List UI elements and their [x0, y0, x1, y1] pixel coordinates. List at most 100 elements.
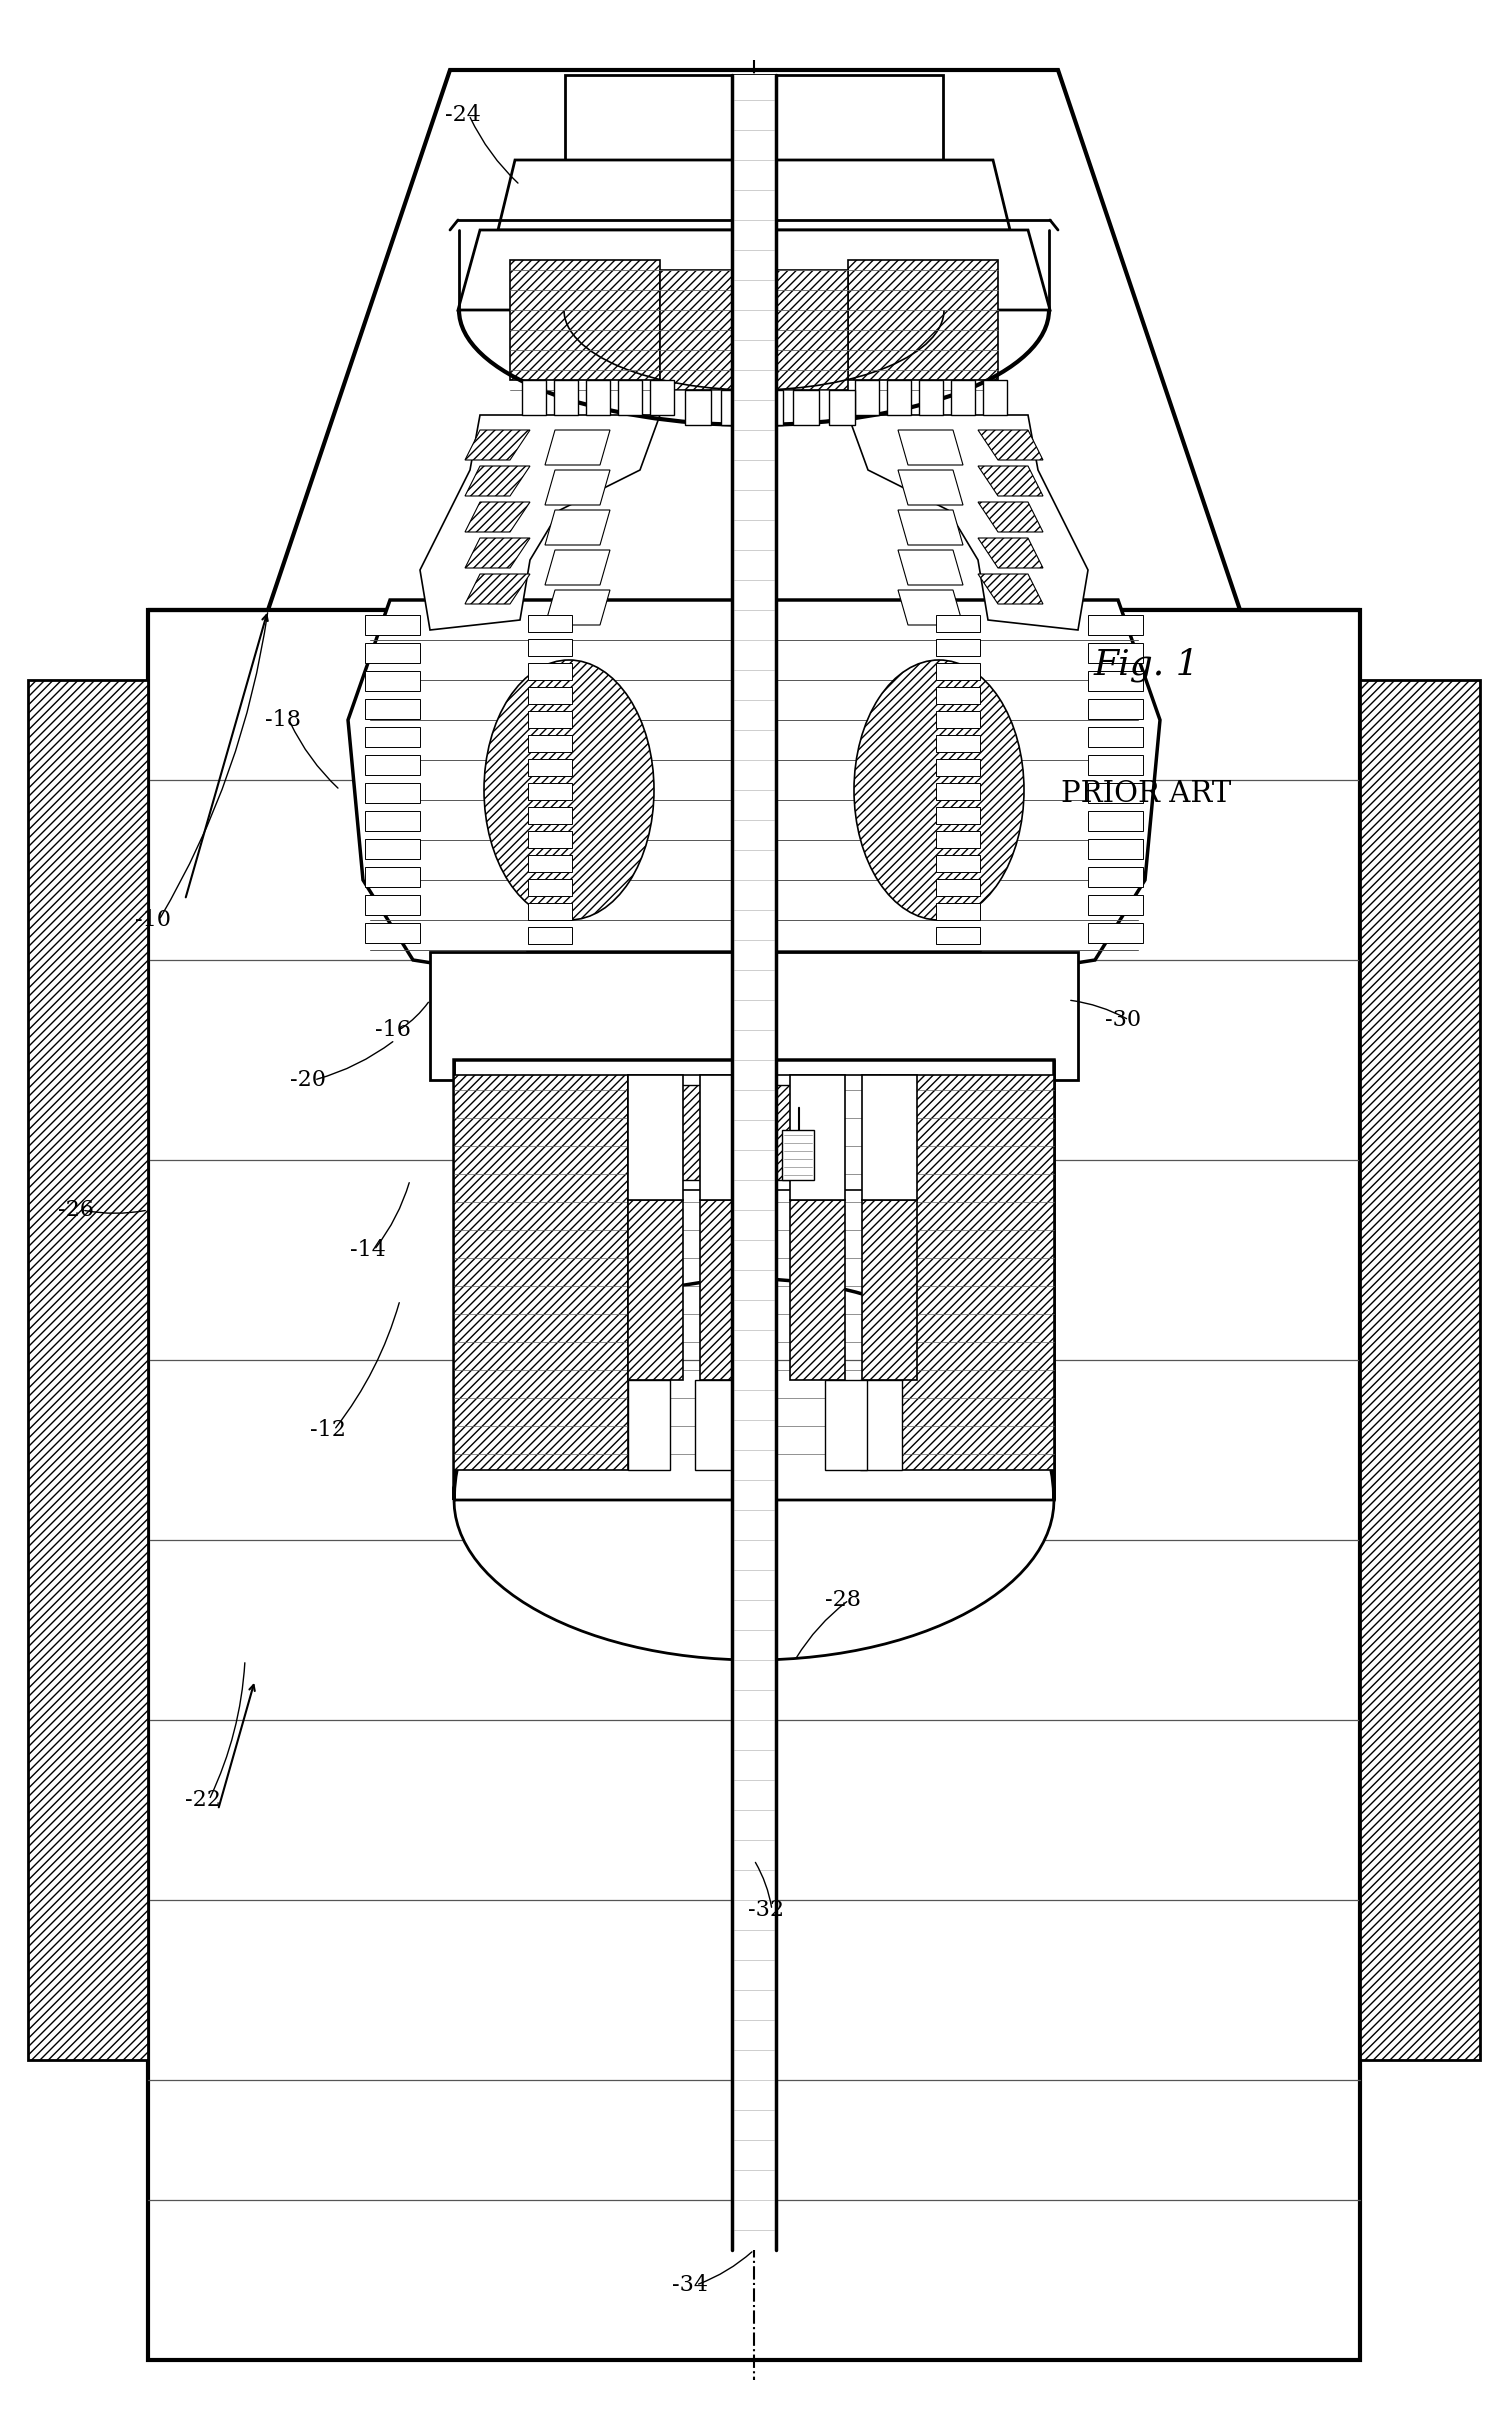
Polygon shape: [627, 1201, 683, 1380]
Polygon shape: [983, 379, 1007, 416]
Polygon shape: [421, 416, 661, 631]
Polygon shape: [979, 575, 1044, 604]
Polygon shape: [700, 1201, 756, 1380]
Polygon shape: [936, 638, 980, 657]
Polygon shape: [979, 466, 1044, 495]
Polygon shape: [454, 1061, 1054, 1500]
Polygon shape: [1087, 838, 1143, 860]
Polygon shape: [29, 679, 148, 2061]
Polygon shape: [1087, 867, 1143, 887]
Polygon shape: [544, 551, 611, 585]
Ellipse shape: [484, 660, 654, 920]
Polygon shape: [1087, 783, 1143, 802]
Polygon shape: [365, 643, 421, 662]
Polygon shape: [952, 379, 976, 416]
Polygon shape: [897, 590, 964, 626]
Polygon shape: [544, 430, 611, 464]
Polygon shape: [721, 389, 746, 425]
Polygon shape: [528, 686, 572, 703]
Polygon shape: [855, 379, 879, 416]
Polygon shape: [627, 1075, 881, 1191]
Polygon shape: [365, 616, 421, 635]
Polygon shape: [510, 261, 661, 379]
Text: -10: -10: [136, 908, 170, 930]
Polygon shape: [936, 831, 980, 848]
Polygon shape: [790, 1201, 844, 1380]
Polygon shape: [430, 952, 1078, 1080]
Polygon shape: [1087, 754, 1143, 776]
Polygon shape: [863, 1201, 917, 1380]
Polygon shape: [528, 904, 572, 920]
Polygon shape: [897, 510, 964, 546]
Polygon shape: [829, 389, 855, 425]
Polygon shape: [936, 759, 980, 776]
Polygon shape: [627, 1075, 683, 1201]
Text: -18: -18: [265, 708, 302, 732]
Polygon shape: [979, 503, 1044, 532]
Polygon shape: [544, 590, 611, 626]
Polygon shape: [936, 855, 980, 872]
Polygon shape: [860, 1380, 902, 1469]
Text: -32: -32: [748, 1899, 784, 1921]
Polygon shape: [365, 812, 421, 831]
Polygon shape: [365, 867, 421, 887]
Polygon shape: [1087, 727, 1143, 747]
Polygon shape: [522, 379, 546, 416]
Polygon shape: [825, 1380, 867, 1469]
Polygon shape: [528, 928, 572, 945]
Polygon shape: [1087, 616, 1143, 635]
Polygon shape: [528, 734, 572, 751]
Polygon shape: [700, 1075, 756, 1201]
Polygon shape: [553, 379, 578, 416]
Text: PRIOR ART: PRIOR ART: [1062, 780, 1231, 809]
Polygon shape: [847, 416, 1087, 631]
Polygon shape: [863, 1075, 917, 1201]
Polygon shape: [936, 662, 980, 679]
Polygon shape: [1087, 923, 1143, 942]
Polygon shape: [897, 471, 964, 505]
Polygon shape: [544, 471, 611, 505]
Polygon shape: [348, 599, 1160, 978]
Polygon shape: [464, 575, 529, 604]
Polygon shape: [936, 879, 980, 896]
Polygon shape: [528, 831, 572, 848]
Polygon shape: [365, 672, 421, 691]
Polygon shape: [936, 710, 980, 727]
Polygon shape: [454, 1075, 627, 1469]
Polygon shape: [365, 754, 421, 776]
Polygon shape: [365, 727, 421, 747]
Polygon shape: [464, 466, 529, 495]
Text: -14: -14: [350, 1239, 386, 1261]
Polygon shape: [148, 609, 1360, 2360]
Polygon shape: [528, 710, 572, 727]
Polygon shape: [1087, 894, 1143, 916]
Polygon shape: [1360, 679, 1479, 2061]
Polygon shape: [695, 1380, 737, 1469]
Ellipse shape: [854, 660, 1024, 920]
Text: -34: -34: [673, 2273, 707, 2295]
Polygon shape: [365, 698, 421, 720]
Polygon shape: [661, 271, 847, 389]
Polygon shape: [793, 389, 819, 425]
Polygon shape: [464, 503, 529, 532]
Polygon shape: [936, 734, 980, 751]
Text: -24: -24: [445, 104, 481, 126]
Polygon shape: [528, 879, 572, 896]
Polygon shape: [1087, 672, 1143, 691]
Polygon shape: [1087, 812, 1143, 831]
Polygon shape: [528, 616, 572, 633]
Polygon shape: [668, 1085, 840, 1179]
Polygon shape: [528, 662, 572, 679]
Polygon shape: [528, 807, 572, 824]
Polygon shape: [498, 159, 1010, 230]
Polygon shape: [454, 1500, 1054, 1660]
Polygon shape: [897, 430, 964, 464]
Bar: [731, 75, 777, 2249]
Text: -12: -12: [311, 1418, 345, 1440]
Polygon shape: [458, 230, 1050, 309]
Polygon shape: [464, 430, 529, 459]
Polygon shape: [365, 838, 421, 860]
Polygon shape: [618, 379, 642, 416]
Polygon shape: [528, 638, 572, 657]
Text: -22: -22: [185, 1788, 220, 1812]
